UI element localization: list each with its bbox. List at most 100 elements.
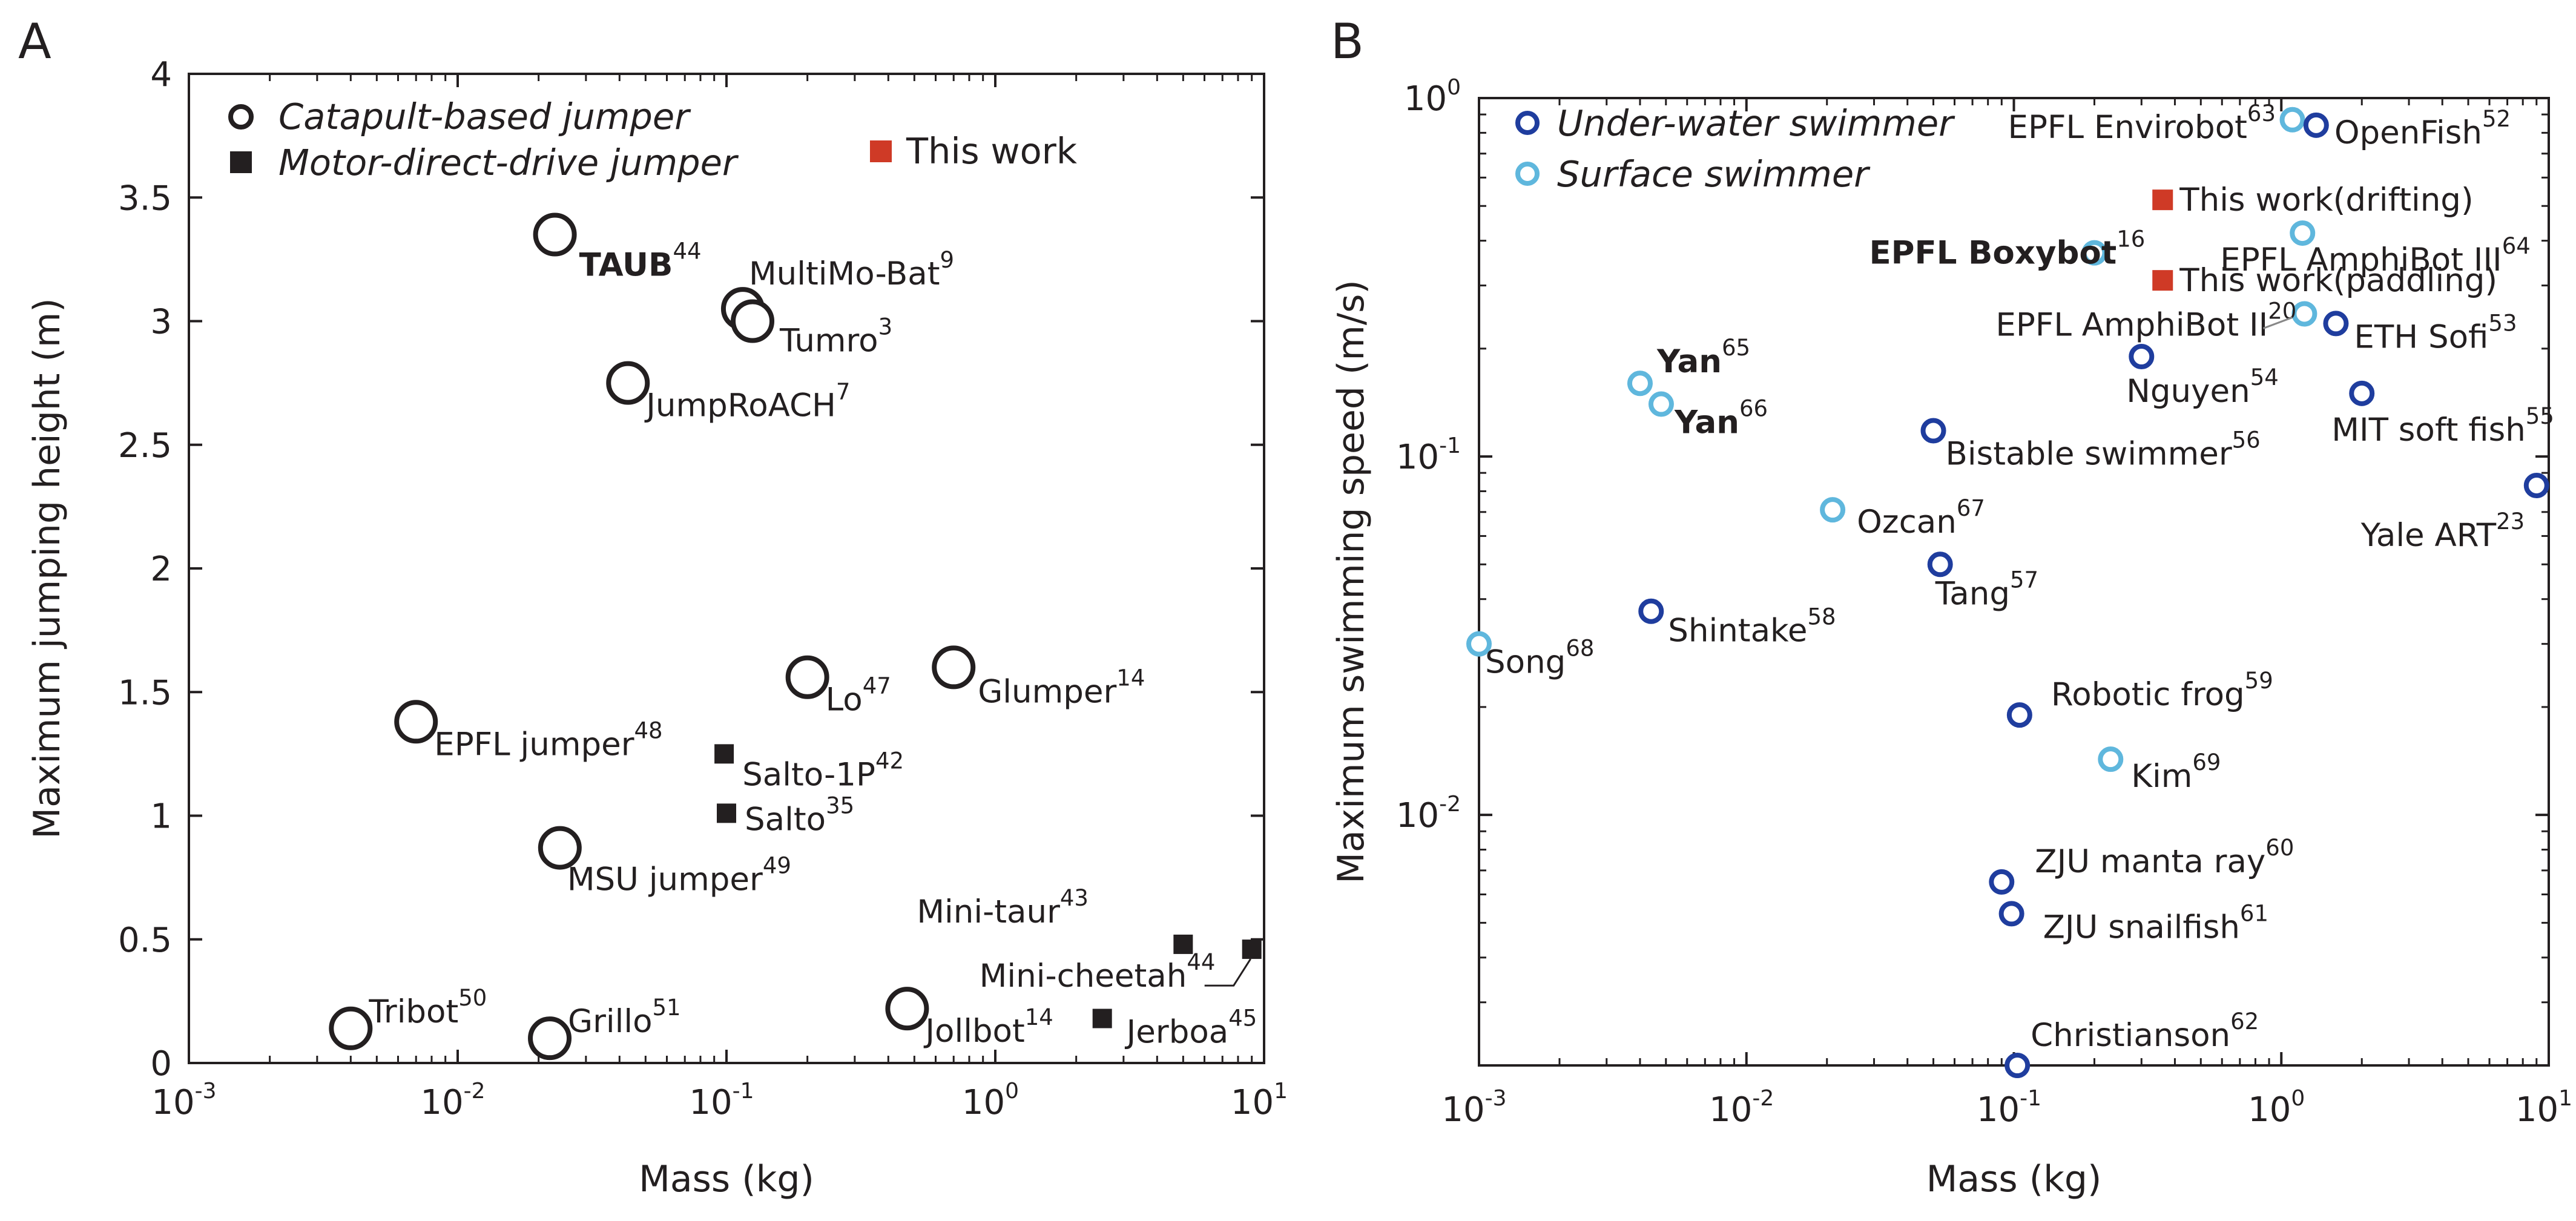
point-label-ref: 54 bbox=[2250, 364, 2279, 390]
panel-a-chart: A10-3 10-2 10-1 100 10100.511.522.533.54Mass… bbox=[18, 13, 1288, 1200]
x-tick-label-exp: -3 bbox=[1485, 1086, 1507, 1111]
legend-marker-catapult bbox=[228, 104, 254, 130]
point-label: Song68 bbox=[1485, 636, 1594, 681]
y-tick-label: 1 bbox=[150, 797, 172, 837]
legend-marker-surface bbox=[1515, 162, 1540, 186]
point-label-name: MSU jumper bbox=[567, 861, 763, 898]
x-tick-label-base: 10 bbox=[962, 1083, 1005, 1122]
x-tick-label-base: 10 bbox=[151, 1083, 194, 1122]
x-tick-label-base: 10 bbox=[689, 1083, 732, 1122]
data-point-motor bbox=[1173, 934, 1193, 954]
point-label: ETH Sofi53 bbox=[2354, 310, 2517, 355]
point-label: Yan66 bbox=[1674, 396, 1768, 441]
point-label-ref: 56 bbox=[2232, 427, 2261, 453]
point-label-name: Lo bbox=[826, 682, 863, 719]
point-label-ref: 45 bbox=[1228, 1005, 1257, 1031]
point-label-name: TAUB bbox=[579, 247, 673, 284]
point-label-name: Tang bbox=[1935, 575, 2010, 612]
point-label-name: EPFL jumper bbox=[434, 726, 634, 763]
legend-marker-this_work bbox=[870, 140, 892, 162]
y-axis-title: Maximum swimming speed (m/s) bbox=[1330, 280, 1372, 884]
x-tick-label-exp: -1 bbox=[733, 1079, 754, 1104]
data-point-surface bbox=[2291, 301, 2317, 327]
point-label: Jollbot14 bbox=[923, 1004, 1053, 1050]
point-label: Tang57 bbox=[1935, 567, 2038, 612]
data-point-catapult bbox=[885, 987, 929, 1031]
point-label: Robotic frog59 bbox=[2051, 668, 2273, 713]
plot-frame bbox=[188, 73, 1265, 1064]
x-tick-label-exp: 0 bbox=[1005, 1079, 1019, 1104]
x-tick-label: 10-2 bbox=[420, 1079, 485, 1122]
legend-label-underwater: Under-water swimmer bbox=[1557, 102, 1955, 144]
data-point-surface bbox=[2290, 220, 2316, 246]
y-tick-label-base: 10 bbox=[1396, 796, 1439, 835]
point-label: Mini-cheetah44 bbox=[980, 949, 1216, 995]
point-label: TAUB44 bbox=[579, 239, 702, 284]
point-label: EPFL AmphiBot III64 bbox=[2220, 233, 2531, 278]
y-tick-label-exp: 0 bbox=[1447, 75, 1461, 100]
x-tick-label: 101 bbox=[1231, 1079, 1288, 1122]
y-tick-label: 2.5 bbox=[118, 426, 172, 466]
x-tick-label-exp: -2 bbox=[464, 1079, 486, 1104]
point-label-ref: 55 bbox=[2526, 403, 2554, 429]
data-point-motor bbox=[717, 803, 736, 823]
data-point-catapult bbox=[932, 645, 976, 689]
point-label-ref: 69 bbox=[2192, 749, 2221, 775]
panel-b-letter: B bbox=[1331, 13, 1364, 70]
point-label: EPFL Envirobot63 bbox=[2008, 100, 2276, 146]
point-label: MSU jumper49 bbox=[567, 853, 791, 898]
point-label: EPFL AmphiBot II20 bbox=[1995, 298, 2296, 343]
point-label-name: EPFL AmphiBot III bbox=[2220, 242, 2502, 278]
data-point-catapult bbox=[785, 655, 829, 699]
point-label-ref: 49 bbox=[763, 853, 791, 879]
point-label-name: ETH Sofi bbox=[2354, 318, 2488, 355]
data-point-underwater bbox=[2303, 112, 2329, 138]
point-label-name: MIT soft fish bbox=[2331, 412, 2526, 449]
point-label-ref: 53 bbox=[2488, 310, 2517, 336]
point-label: This work(paddling) bbox=[2179, 262, 2497, 299]
x-tick-label-base: 10 bbox=[2248, 1090, 2291, 1130]
data-point-surface bbox=[1627, 370, 1653, 397]
point-label: OpenFish52 bbox=[2334, 106, 2511, 151]
point-label: ZJU snailfish61 bbox=[2043, 900, 2268, 946]
point-label-name: Grillo bbox=[568, 1003, 652, 1040]
point-label: Mini-taur43 bbox=[917, 885, 1089, 930]
x-tick-label-base: 10 bbox=[420, 1083, 463, 1122]
point-label-name: Yan bbox=[1674, 404, 1739, 441]
x-tick-label-exp: -3 bbox=[195, 1079, 217, 1104]
y-tick-label: 100 bbox=[1404, 75, 1461, 119]
data-point-motor bbox=[714, 744, 734, 764]
point-label-name: MultiMo-Bat bbox=[749, 255, 940, 292]
point-label-ref: 47 bbox=[863, 673, 891, 699]
data-point-surface bbox=[1648, 391, 1674, 417]
point-label-ref: 50 bbox=[458, 985, 487, 1011]
point-label-name: OpenFish bbox=[2334, 114, 2482, 151]
data-point-underwater bbox=[1998, 901, 2024, 927]
x-tick-label-base: 10 bbox=[1441, 1090, 1484, 1130]
data-point-catapult bbox=[538, 826, 582, 870]
legend-label-this_work: This work bbox=[906, 130, 1077, 172]
x-axis-title: Mass (kg) bbox=[639, 1158, 814, 1200]
data-point-catapult bbox=[606, 361, 650, 405]
y-tick-label: 3.5 bbox=[118, 179, 172, 218]
point-label: Kim69 bbox=[2131, 749, 2221, 795]
point-label-name: Jerboa bbox=[1125, 1013, 1229, 1050]
y-axis-title: Maximum jumping height (m) bbox=[26, 298, 68, 838]
point-label-ref: 66 bbox=[1739, 396, 1768, 422]
point-label-name: JumpRoACH bbox=[644, 387, 836, 424]
point-label-ref: 3 bbox=[878, 314, 893, 340]
point-label-name: ZJU snailfish bbox=[2043, 909, 2240, 946]
data-point-surface bbox=[1466, 631, 1492, 657]
leader-line bbox=[1204, 958, 1251, 987]
point-label: Tumro3 bbox=[779, 314, 892, 360]
point-label-ref: 59 bbox=[2245, 668, 2273, 694]
y-tick-label: 0.5 bbox=[118, 921, 172, 960]
point-label: MIT soft fish55 bbox=[2331, 403, 2554, 449]
point-label-ref: 67 bbox=[1957, 495, 1985, 521]
point-label-ref: 43 bbox=[1060, 885, 1089, 911]
x-tick-label: 10-2 bbox=[1709, 1086, 1774, 1130]
data-point-underwater bbox=[1927, 551, 1953, 578]
data-point-this-work bbox=[2152, 189, 2173, 211]
